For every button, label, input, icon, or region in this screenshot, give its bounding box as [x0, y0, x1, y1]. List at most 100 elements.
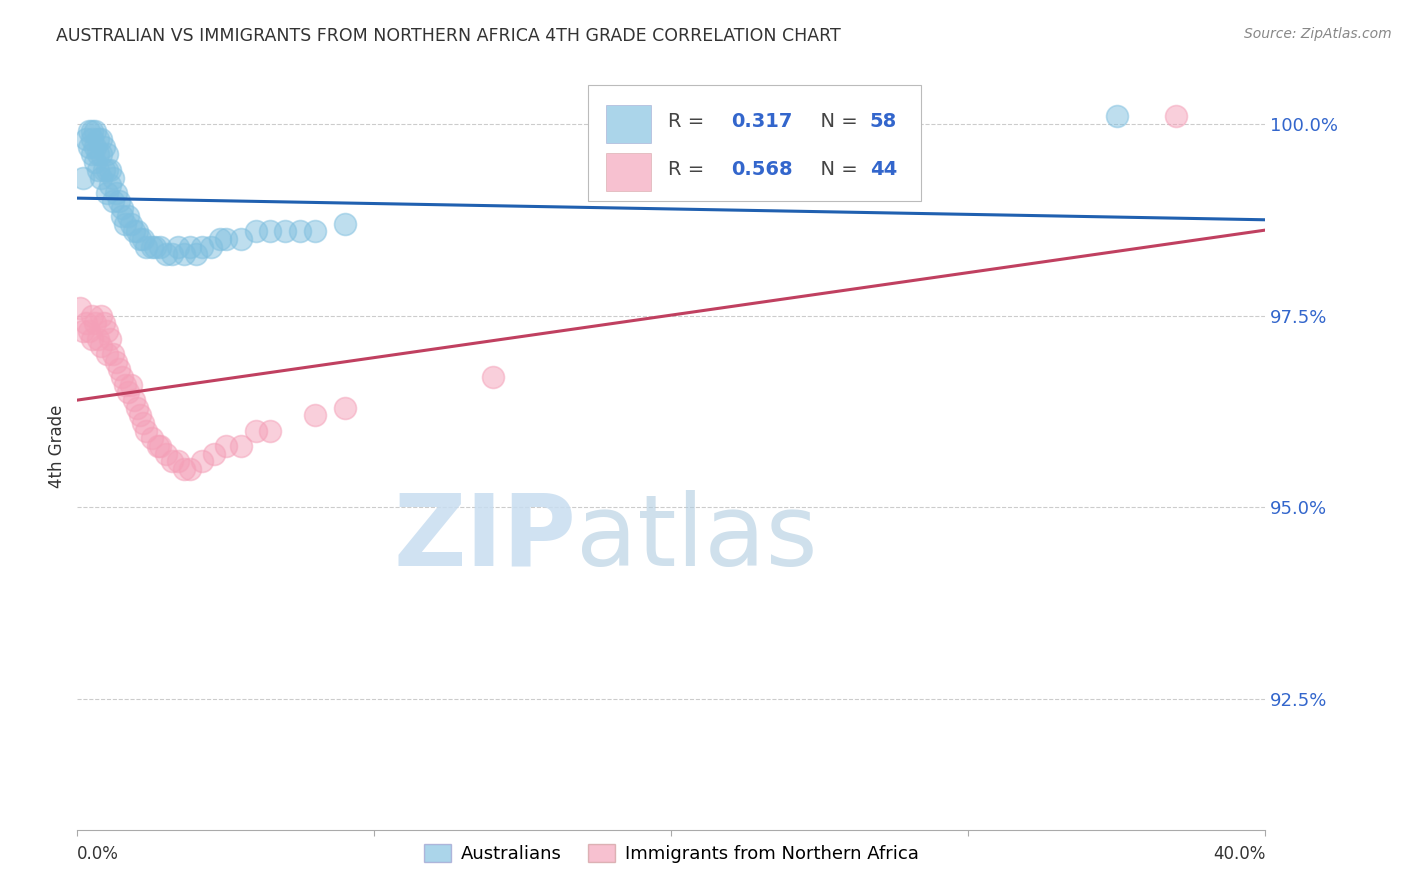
Text: R =: R =	[668, 161, 710, 179]
Point	[125, 401, 148, 415]
FancyBboxPatch shape	[606, 104, 651, 143]
Point	[96, 147, 118, 161]
Point	[108, 362, 131, 376]
Point	[96, 186, 118, 200]
Point	[104, 186, 127, 200]
Legend: Australians, Immigrants from Northern Africa: Australians, Immigrants from Northern Af…	[418, 837, 925, 871]
Text: 44: 44	[870, 161, 897, 179]
Point	[131, 232, 153, 246]
Point	[84, 124, 107, 138]
Point	[87, 332, 110, 346]
Point	[96, 162, 118, 177]
Point	[77, 140, 100, 154]
Point	[135, 239, 157, 253]
Point	[162, 247, 184, 261]
Point	[191, 454, 214, 468]
Point	[482, 370, 505, 384]
Point	[90, 170, 112, 185]
Text: N =: N =	[808, 112, 865, 131]
Point	[149, 439, 172, 453]
Point	[72, 324, 94, 338]
Point	[69, 301, 91, 315]
Text: 58: 58	[870, 112, 897, 131]
Point	[333, 401, 356, 415]
Point	[259, 424, 281, 438]
Text: ZIP: ZIP	[394, 490, 576, 587]
Text: Source: ZipAtlas.com: Source: ZipAtlas.com	[1244, 27, 1392, 41]
Point	[131, 416, 153, 430]
Point	[82, 147, 104, 161]
Point	[304, 224, 326, 238]
Point	[114, 217, 136, 231]
Point	[135, 424, 157, 438]
Point	[179, 462, 201, 476]
Point	[90, 147, 112, 161]
Point	[215, 232, 238, 246]
Text: AUSTRALIAN VS IMMIGRANTS FROM NORTHERN AFRICA 4TH GRADE CORRELATION CHART: AUSTRALIAN VS IMMIGRANTS FROM NORTHERN A…	[56, 27, 841, 45]
Point	[120, 217, 142, 231]
Point	[77, 124, 100, 138]
Point	[141, 239, 163, 253]
Point	[146, 439, 169, 453]
Point	[125, 224, 148, 238]
Point	[128, 232, 150, 246]
Point	[259, 224, 281, 238]
Point	[117, 385, 139, 400]
Point	[90, 339, 112, 353]
Point	[98, 178, 121, 193]
Point	[1166, 109, 1188, 123]
Point	[143, 239, 166, 253]
Point	[75, 132, 97, 146]
Point	[191, 239, 214, 253]
Point	[149, 239, 172, 253]
Point	[186, 247, 208, 261]
Point	[117, 209, 139, 223]
Point	[173, 462, 195, 476]
Y-axis label: 4th Grade: 4th Grade	[48, 404, 66, 488]
Point	[93, 162, 115, 177]
Point	[90, 132, 112, 146]
Text: 0.568: 0.568	[731, 161, 793, 179]
Point	[96, 347, 118, 361]
Point	[87, 147, 110, 161]
Text: 0.317: 0.317	[731, 112, 792, 131]
Text: N =: N =	[808, 161, 865, 179]
Point	[82, 124, 104, 138]
Point	[111, 209, 134, 223]
Point	[111, 201, 134, 215]
Point	[87, 132, 110, 146]
Text: R =: R =	[668, 112, 710, 131]
Point	[104, 354, 127, 368]
Point	[304, 409, 326, 423]
Point	[84, 155, 107, 169]
Point	[229, 439, 252, 453]
Point	[72, 170, 94, 185]
Point	[90, 309, 112, 323]
Point	[101, 170, 124, 185]
Text: atlas: atlas	[576, 490, 818, 587]
Point	[274, 224, 297, 238]
Point	[84, 316, 107, 330]
Point	[96, 324, 118, 338]
Point	[215, 439, 238, 453]
Point	[87, 162, 110, 177]
Point	[141, 431, 163, 445]
Point	[84, 140, 107, 154]
Point	[1105, 109, 1128, 123]
Point	[179, 239, 201, 253]
Point	[173, 247, 195, 261]
Point	[208, 232, 231, 246]
Point	[120, 377, 142, 392]
Point	[101, 347, 124, 361]
Point	[155, 447, 177, 461]
Point	[229, 232, 252, 246]
Point	[114, 377, 136, 392]
Point	[167, 239, 190, 253]
FancyBboxPatch shape	[588, 86, 921, 201]
Text: 0.0%: 0.0%	[77, 845, 120, 863]
Point	[82, 132, 104, 146]
Point	[101, 194, 124, 208]
Point	[122, 392, 145, 407]
Point	[111, 370, 134, 384]
Point	[167, 454, 190, 468]
